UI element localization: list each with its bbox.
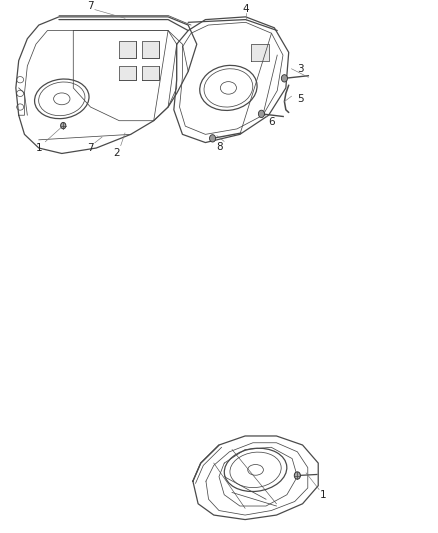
Text: 7: 7	[87, 2, 94, 11]
Text: 4: 4	[242, 4, 249, 14]
Text: 1: 1	[320, 490, 327, 500]
Circle shape	[294, 472, 300, 479]
Polygon shape	[142, 42, 159, 58]
Circle shape	[281, 75, 287, 82]
Circle shape	[209, 135, 215, 142]
Polygon shape	[119, 66, 137, 80]
Text: 1: 1	[35, 143, 42, 153]
Text: 8: 8	[216, 142, 223, 152]
Polygon shape	[251, 44, 268, 61]
Text: 3: 3	[297, 64, 304, 74]
Polygon shape	[142, 66, 159, 80]
Text: 2: 2	[113, 149, 120, 158]
Circle shape	[258, 110, 265, 118]
Polygon shape	[119, 42, 137, 58]
Circle shape	[60, 123, 66, 129]
Text: 7: 7	[87, 143, 94, 153]
Text: 5: 5	[297, 94, 304, 104]
Text: 6: 6	[268, 117, 275, 127]
